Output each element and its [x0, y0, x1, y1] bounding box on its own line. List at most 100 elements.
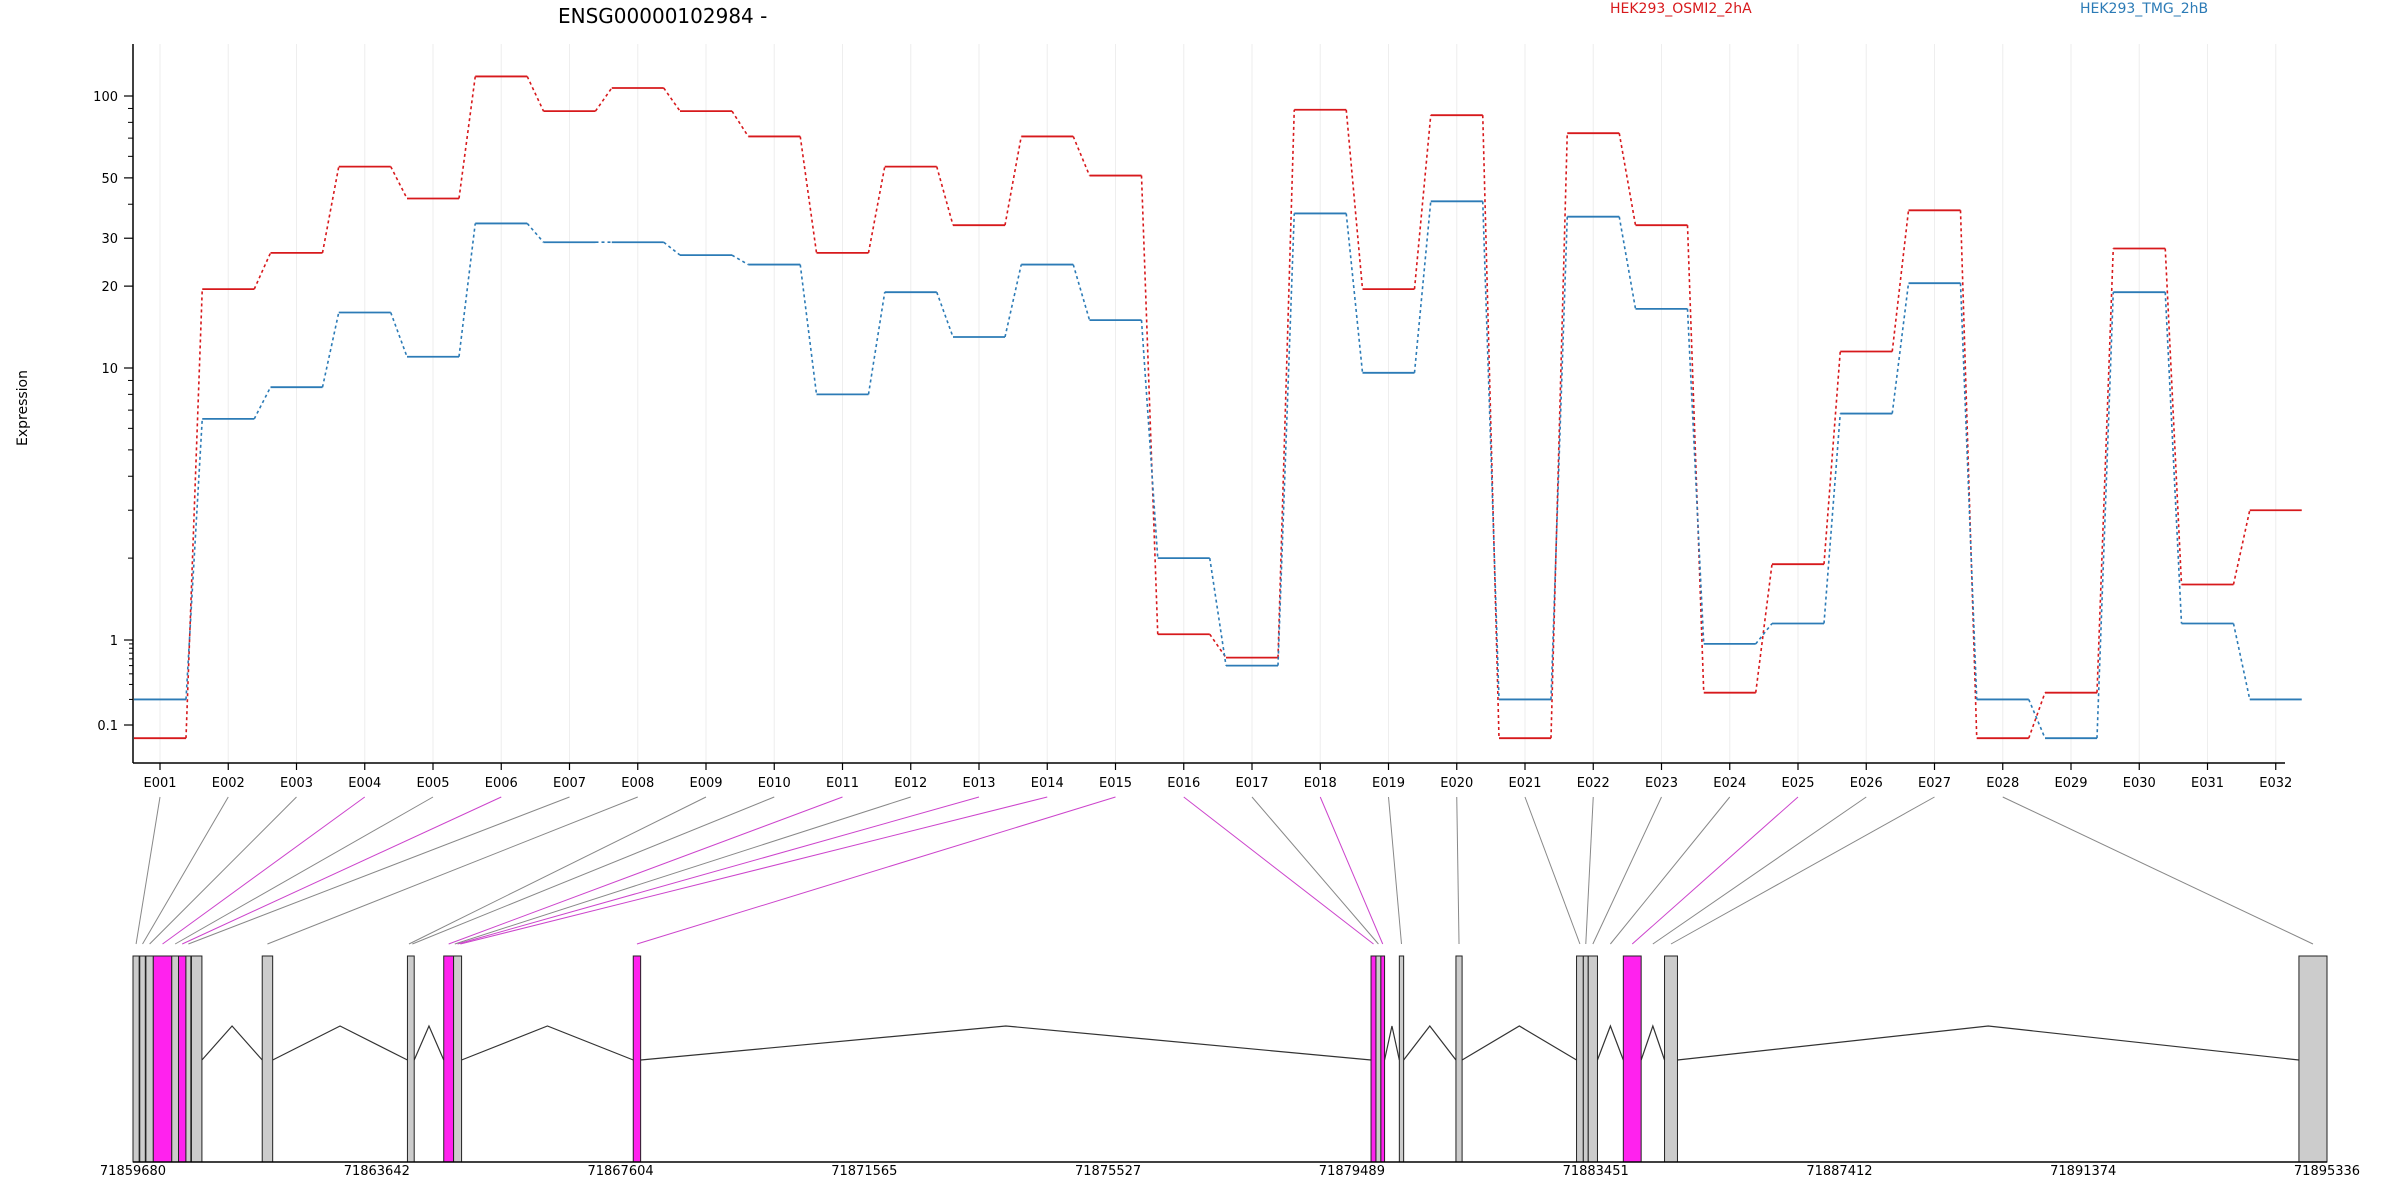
- series-connector: [1891, 283, 1910, 414]
- series-connector: [935, 291, 954, 338]
- exon-highlighted: [1622, 955, 1642, 1163]
- series-connector: [799, 136, 818, 253]
- y-axis-label: Expression: [15, 370, 31, 446]
- x-tick-label-E026: E026: [1850, 776, 1883, 791]
- series-connector: [1413, 201, 1432, 373]
- series-connector: [799, 264, 818, 395]
- exon-connector-line: [1183, 796, 1374, 945]
- series-connector: [2096, 248, 2115, 693]
- coordinate-tick-label: 71871565: [831, 1164, 897, 1179]
- series-2: [134, 200, 2302, 740]
- series-connector: [1072, 264, 1091, 321]
- series-connector: [1754, 564, 1773, 693]
- series-connector: [389, 312, 408, 358]
- y-tick-label: 1: [110, 634, 118, 649]
- exon: [1398, 955, 1405, 1163]
- series-lines: [134, 75, 2302, 740]
- intron-line: [640, 1025, 1372, 1061]
- exon-connector-line: [636, 796, 1116, 945]
- series-connector: [1413, 115, 1432, 290]
- y-tick-label: 0.1: [97, 719, 118, 734]
- x-tick-label-E032: E032: [2259, 776, 2292, 791]
- exon: [2298, 955, 2328, 1163]
- x-tick-label-E030: E030: [2123, 776, 2156, 791]
- exon-connector-line: [135, 796, 161, 945]
- series-connector: [2164, 292, 2183, 624]
- exon-connector-line: [174, 796, 434, 945]
- exon-connector-line: [1524, 796, 1581, 945]
- exon: [171, 955, 180, 1163]
- exon-connector-line: [1652, 796, 1867, 945]
- series-connector: [1686, 308, 1705, 644]
- exon-highlighted: [178, 955, 187, 1163]
- y-tick-label: 30: [101, 232, 118, 247]
- series-connector: [458, 76, 477, 199]
- x-tick-label-E014: E014: [1031, 776, 1064, 791]
- series-connector: [867, 292, 886, 395]
- exon-connector-line: [188, 796, 570, 945]
- exon: [139, 955, 146, 1163]
- x-tick-label-E022: E022: [1577, 776, 1610, 791]
- x-tick-label-E016: E016: [1167, 776, 1200, 791]
- exon-connector-line: [142, 796, 229, 945]
- series-connector: [526, 222, 545, 243]
- series-connector: [935, 166, 954, 226]
- series-connector: [1755, 622, 1773, 645]
- x-tick-label-E003: E003: [280, 776, 313, 791]
- x-tick-label-E023: E023: [1645, 776, 1678, 791]
- x-tick-label-E025: E025: [1781, 776, 1814, 791]
- series-connector: [526, 76, 545, 112]
- coordinate-tick-label: 71895336: [2294, 1164, 2360, 1179]
- x-tick-label-E004: E004: [348, 776, 381, 791]
- intron-line: [1383, 1025, 1400, 1061]
- series-1: [134, 75, 2302, 740]
- coordinate-tick-label: 71863642: [344, 1164, 410, 1179]
- exon-connector-line: [1319, 796, 1384, 945]
- intron-line: [1640, 1024, 1666, 1061]
- exon-connector-line: [1592, 796, 1662, 945]
- series-connector: [1004, 264, 1023, 338]
- x-tick-label-E020: E020: [1440, 776, 1473, 791]
- intron-line: [461, 1025, 634, 1061]
- x-tick-label-E031: E031: [2191, 776, 2224, 791]
- series-connector: [1072, 136, 1091, 176]
- series-connector: [185, 289, 204, 739]
- series-connector: [321, 166, 340, 254]
- x-tick-label-E017: E017: [1235, 776, 1268, 791]
- exon-connector-line: [457, 796, 980, 945]
- exon: [1375, 955, 1382, 1163]
- series-connector: [458, 223, 477, 357]
- intron-line: [413, 1024, 445, 1061]
- exon-connector-line: [2002, 796, 2314, 945]
- series-connector: [2028, 699, 2046, 739]
- y-tick-label: 100: [93, 90, 118, 105]
- series-connector: [1004, 136, 1023, 226]
- exon: [1587, 955, 1598, 1163]
- x-tick-label-E005: E005: [416, 776, 449, 791]
- exon: [1582, 955, 1589, 1163]
- x-tick-label-E027: E027: [1918, 776, 1951, 791]
- legend-series-1: HEK293_OSMI2_2hA: [1610, 1, 1752, 17]
- series-connector: [321, 312, 340, 388]
- x-tick-label-E019: E019: [1372, 776, 1405, 791]
- series-connector: [253, 252, 272, 290]
- exon-connector-line: [1456, 796, 1460, 945]
- exon-connector-line: [1631, 796, 1799, 945]
- exon-highlighted: [152, 955, 173, 1163]
- exon-connector-line: [1610, 796, 1731, 945]
- intron-line: [201, 1025, 263, 1061]
- x-tick-label-E021: E021: [1508, 776, 1541, 791]
- series-connector: [390, 166, 408, 199]
- x-tick-label-E009: E009: [689, 776, 722, 791]
- series-connector: [2232, 510, 2251, 585]
- x-tick-label-E007: E007: [553, 776, 586, 791]
- coordinate-tick-label: 71879489: [1319, 1164, 1385, 1179]
- series-connector: [1345, 213, 1364, 373]
- chart-title: ENSG00000102984 -: [558, 4, 767, 28]
- series-connector: [185, 418, 204, 700]
- series-connector: [1140, 320, 1159, 559]
- series-connector: [867, 166, 886, 254]
- exon: [185, 955, 192, 1163]
- x-tick-label-E011: E011: [826, 776, 859, 791]
- exon-connector-line: [149, 796, 297, 945]
